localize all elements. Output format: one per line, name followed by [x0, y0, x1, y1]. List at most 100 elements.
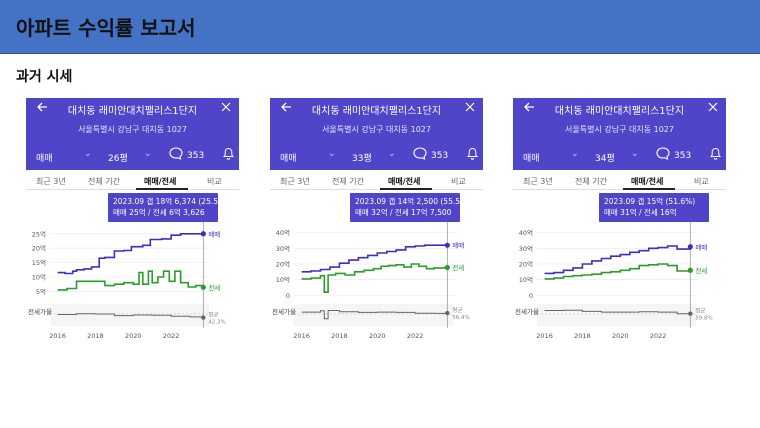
bell-icon[interactable]: [709, 147, 722, 161]
tooltip-gap-line: 2023.09 갭 15억 (51.6%): [604, 197, 696, 206]
price-tooltip: 2023.09 갭 18억 6,374 (25.5%) 매매 25억 / 전세 …: [108, 193, 228, 222]
filter-row: 매매 ⌄ 26평 ⌄ 353: [26, 144, 239, 170]
size-select[interactable]: 34평: [595, 154, 615, 164]
jeonse-end-point: [687, 267, 693, 273]
tab-compare[interactable]: 비교: [451, 177, 466, 186]
y-tick-label: 20억: [276, 261, 290, 269]
bell-icon[interactable]: [466, 147, 479, 161]
back-arrow-icon[interactable]: [36, 101, 50, 117]
sale-price-line: [544, 245, 692, 275]
close-icon[interactable]: [465, 101, 475, 116]
tab-sale-jeonse[interactable]: 매매/전세: [144, 177, 177, 186]
ratio-line: [301, 310, 448, 320]
tab-sale-jeonse[interactable]: 매매/전세: [631, 177, 664, 186]
back-arrow-icon[interactable]: [523, 101, 537, 117]
y-tick-label: 20억: [32, 245, 46, 253]
chevron-down-icon[interactable]: ⌄: [631, 149, 639, 159]
sale-end-point: [444, 242, 450, 248]
y-tick-label: 0: [529, 292, 533, 300]
card-header: 대치동 래미안대치팰리스1단지 서울특별시 강남구 대치동 1027 매매 ⌄ …: [270, 98, 483, 170]
apartment-name: 대치동 래미안대치팰리스1단지: [311, 106, 442, 117]
jeonse-price-line: [57, 270, 205, 291]
sale-end-point: [200, 231, 206, 237]
sale-end-label: 매매: [695, 243, 707, 251]
size-select[interactable]: 33평: [352, 154, 372, 164]
close-icon[interactable]: [221, 101, 231, 116]
trade-type-select[interactable]: 매매: [280, 154, 297, 164]
chat-icon[interactable]: [656, 147, 670, 160]
jeonse-end-label: 전세: [208, 283, 220, 292]
ratio-line: [57, 313, 204, 318]
x-tick-label: 2020: [369, 332, 386, 340]
ratio-band: [537, 304, 696, 326]
tooltip-gap-line: 2023.09 갭 14억 2,500 (55.5%): [355, 197, 471, 206]
card-header: 대치동 래미안대치팰리스1단지 서울특별시 강남구 대치동 1027 매매 ⌄ …: [513, 98, 726, 170]
period-tabs: 최근 3년 전체 기간 매매/전세 비교: [270, 172, 483, 190]
active-tab-indicator: [380, 188, 432, 190]
y-tick-label: 25억: [32, 230, 46, 238]
ratio-label: 전세가율: [515, 307, 539, 316]
sale-end-label: 매매: [208, 230, 220, 238]
tab-compare[interactable]: 비교: [207, 177, 222, 186]
avg-label: 평균: [208, 312, 218, 319]
period-tabs: 최근 3년 전체 기간 매매/전세 비교: [513, 172, 726, 190]
tab-sale-jeonse[interactable]: 매매/전세: [388, 177, 421, 186]
close-icon[interactable]: [708, 101, 718, 116]
y-tick-label: 10억: [276, 276, 290, 284]
ratio-band: [50, 304, 209, 326]
chevron-down-icon[interactable]: ⌄: [388, 149, 396, 159]
chevron-down-icon[interactable]: ⌄: [84, 149, 92, 159]
price-chart: 40억 30억 20억 10억 0 전세가율 2016 2018 2020 2022 매매 전세 평균 5…: [270, 222, 483, 344]
back-arrow-icon[interactable]: [280, 101, 294, 117]
avg-value: 59.8%: [695, 316, 712, 322]
trade-type-select[interactable]: 매매: [523, 154, 540, 164]
chat-icon[interactable]: [169, 147, 183, 160]
y-tick-label: 10억: [32, 273, 46, 281]
chart-svg: 40억 30억 20억 10억 0 전세가율 2016 2018 2020 2022 매매전세평균5…: [272, 222, 470, 340]
chat-count: 353: [431, 151, 449, 161]
bell-icon[interactable]: [222, 147, 235, 161]
chevron-down-icon[interactable]: ⌄: [144, 149, 152, 159]
y-tick-label: 30억: [519, 245, 533, 253]
tab-recent-3-years[interactable]: 최근 3년: [523, 177, 553, 186]
tab-all-period[interactable]: 전체 기간: [88, 177, 120, 186]
jeonse-price-line: [301, 263, 449, 293]
chevron-down-icon[interactable]: ⌄: [571, 149, 579, 159]
x-tick-label: 2016: [49, 332, 66, 340]
apartment-price-card: 대치동 래미안대치팰리스1단지 서울특별시 강남구 대치동 1027 매매 ⌄ …: [26, 98, 239, 344]
y-tick-label: 0: [286, 292, 290, 300]
report-title: 아파트 수익률 보고서: [16, 16, 196, 40]
sale-end-label: 매매: [452, 242, 464, 250]
tab-recent-3-years[interactable]: 최근 3년: [36, 177, 66, 186]
size-select[interactable]: 26평: [108, 154, 128, 164]
tab-recent-3-years[interactable]: 최근 3년: [280, 177, 310, 186]
chevron-down-icon[interactable]: ⌄: [328, 149, 336, 159]
tab-all-period[interactable]: 전체 기간: [332, 177, 364, 186]
trade-type-select[interactable]: 매매: [36, 154, 53, 164]
jeonse-end-point: [444, 264, 450, 271]
apartment-price-card: 대치동 래미안대치팰리스1단지 서울특별시 강남구 대치동 1027 매매 ⌄ …: [270, 98, 483, 344]
avg-label: 평균: [695, 308, 705, 315]
filter-row: 매매 ⌄ 34평 ⌄ 353: [513, 144, 726, 170]
tooltip-price-line: 매매 32억 / 전세 17억 7,500: [355, 208, 452, 217]
x-tick-label: 2020: [125, 332, 142, 340]
ratio-label: 전세가율: [28, 307, 52, 316]
apartment-name: 대치동 래미안대치팰리스1단지: [67, 106, 198, 117]
card-header: 대치동 래미안대치팰리스1단지 서울특별시 강남구 대치동 1027 매매 ⌄ …: [26, 98, 239, 170]
ratio-label: 전세가율: [272, 307, 296, 316]
x-tick-label: 2022: [407, 332, 424, 340]
ratio-end-point: [445, 310, 450, 316]
sale-price-line: [57, 233, 204, 275]
y-tick-label: 40억: [276, 229, 290, 237]
y-tick-label: 40억: [519, 229, 533, 237]
y-tick-label: 5억: [36, 288, 46, 296]
x-tick-label: 2020: [612, 332, 629, 340]
tab-all-period[interactable]: 전체 기간: [575, 177, 607, 186]
jeonse-end-label: 전세: [452, 263, 464, 272]
apartment-address: 서울특별시 강남구 대치동 1027: [565, 125, 674, 134]
avg-value: 56.4%: [452, 315, 469, 321]
tab-compare[interactable]: 비교: [694, 177, 709, 186]
price-tooltip: 2023.09 갭 14억 2,500 (55.5%) 매매 32억 / 전세 …: [350, 193, 471, 222]
chat-icon[interactable]: [413, 147, 427, 160]
